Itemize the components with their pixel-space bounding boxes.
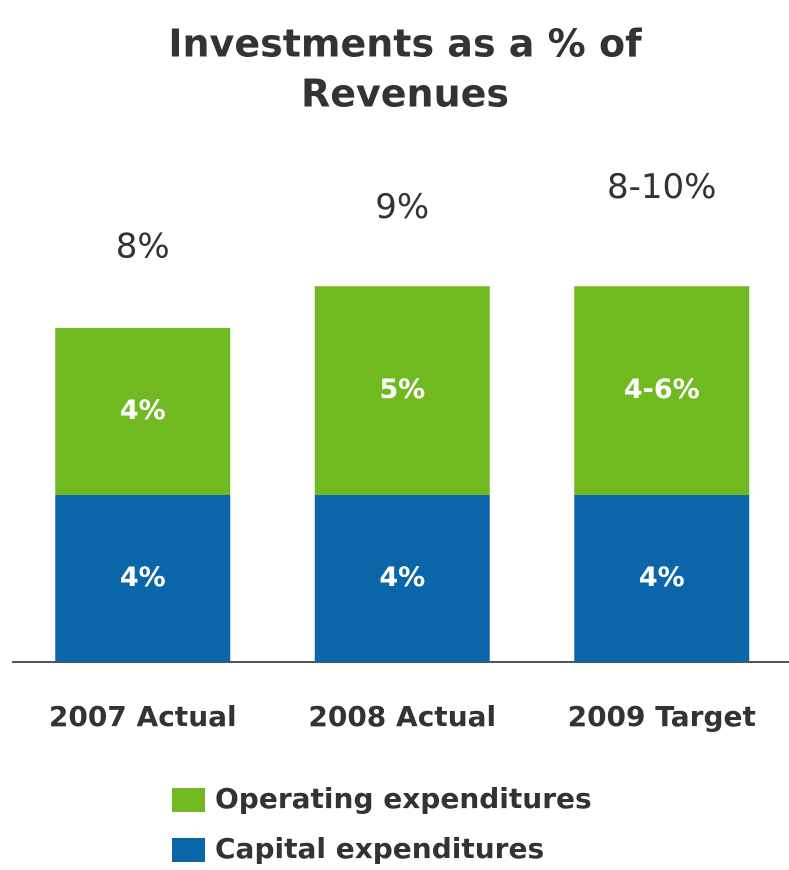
x-tick-label: 2009 Target — [568, 700, 756, 733]
data-label: 4% — [120, 562, 166, 593]
legend-swatch — [172, 788, 205, 812]
bar-segment — [574, 286, 750, 495]
bar-segment — [314, 286, 490, 495]
x-tick-label: 2007 Actual — [49, 700, 237, 733]
bar-segment — [314, 495, 490, 662]
data-label: 4% — [379, 562, 425, 593]
total-label: 9% — [375, 187, 429, 227]
bar-segment — [55, 495, 231, 662]
data-label: 4% — [639, 562, 685, 593]
data-label: 4-6% — [624, 374, 700, 405]
legend-swatch — [172, 838, 205, 862]
x-tick-label: 2008 Actual — [308, 700, 496, 733]
chart-title: Revenues — [301, 72, 509, 116]
bar-segment — [55, 328, 231, 495]
bar-segment — [574, 495, 750, 662]
data-label: 4% — [120, 395, 166, 426]
total-label: 8% — [116, 227, 170, 267]
legend-label: Capital expenditures — [215, 832, 544, 865]
total-label: 8-10% — [607, 167, 716, 207]
data-label: 5% — [379, 374, 425, 405]
legend-label: Operating expenditures — [215, 782, 592, 815]
chart-title: Investments as a % of — [168, 22, 642, 66]
